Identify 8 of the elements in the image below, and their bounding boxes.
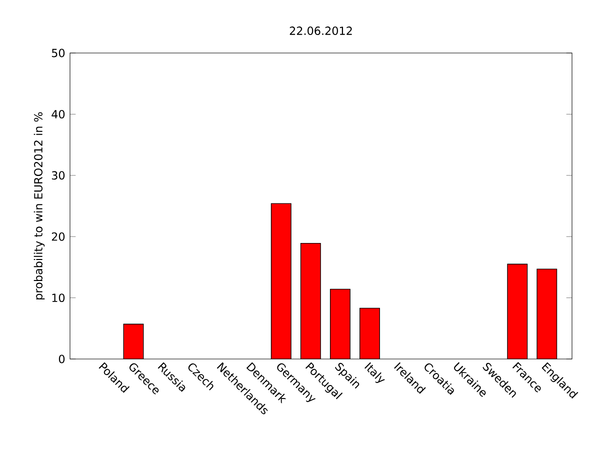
chart-title: 22.06.2012: [290, 26, 352, 36]
y-tick-label: 0: [58, 354, 65, 364]
y-tick-label: 10: [52, 294, 65, 302]
y-tick-label: 30: [52, 171, 65, 180]
y-tick-label: 50: [52, 48, 65, 58]
y-axis-title: probability to win EURO2012 in %: [34, 112, 45, 300]
y-tick-label: 20: [52, 232, 65, 241]
y-tick-label: 40: [52, 110, 65, 118]
